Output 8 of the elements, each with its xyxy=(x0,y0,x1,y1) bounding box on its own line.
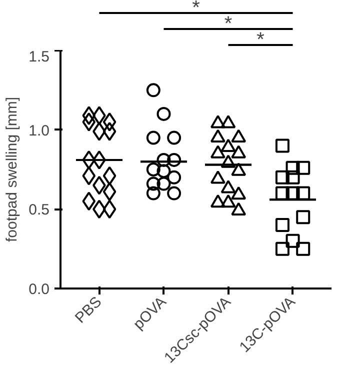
text: * xyxy=(224,13,232,35)
y-tick-label: 1.0 xyxy=(28,122,50,140)
y-tick-label: 1.5 xyxy=(28,48,50,66)
y-tick-label: 0.5 xyxy=(28,202,50,219)
annotation: * xyxy=(256,29,265,51)
y-tick-label: 0.0 xyxy=(28,281,50,298)
y-axis-title: footpad swelling [mm] xyxy=(4,96,21,242)
text: * xyxy=(192,0,200,19)
